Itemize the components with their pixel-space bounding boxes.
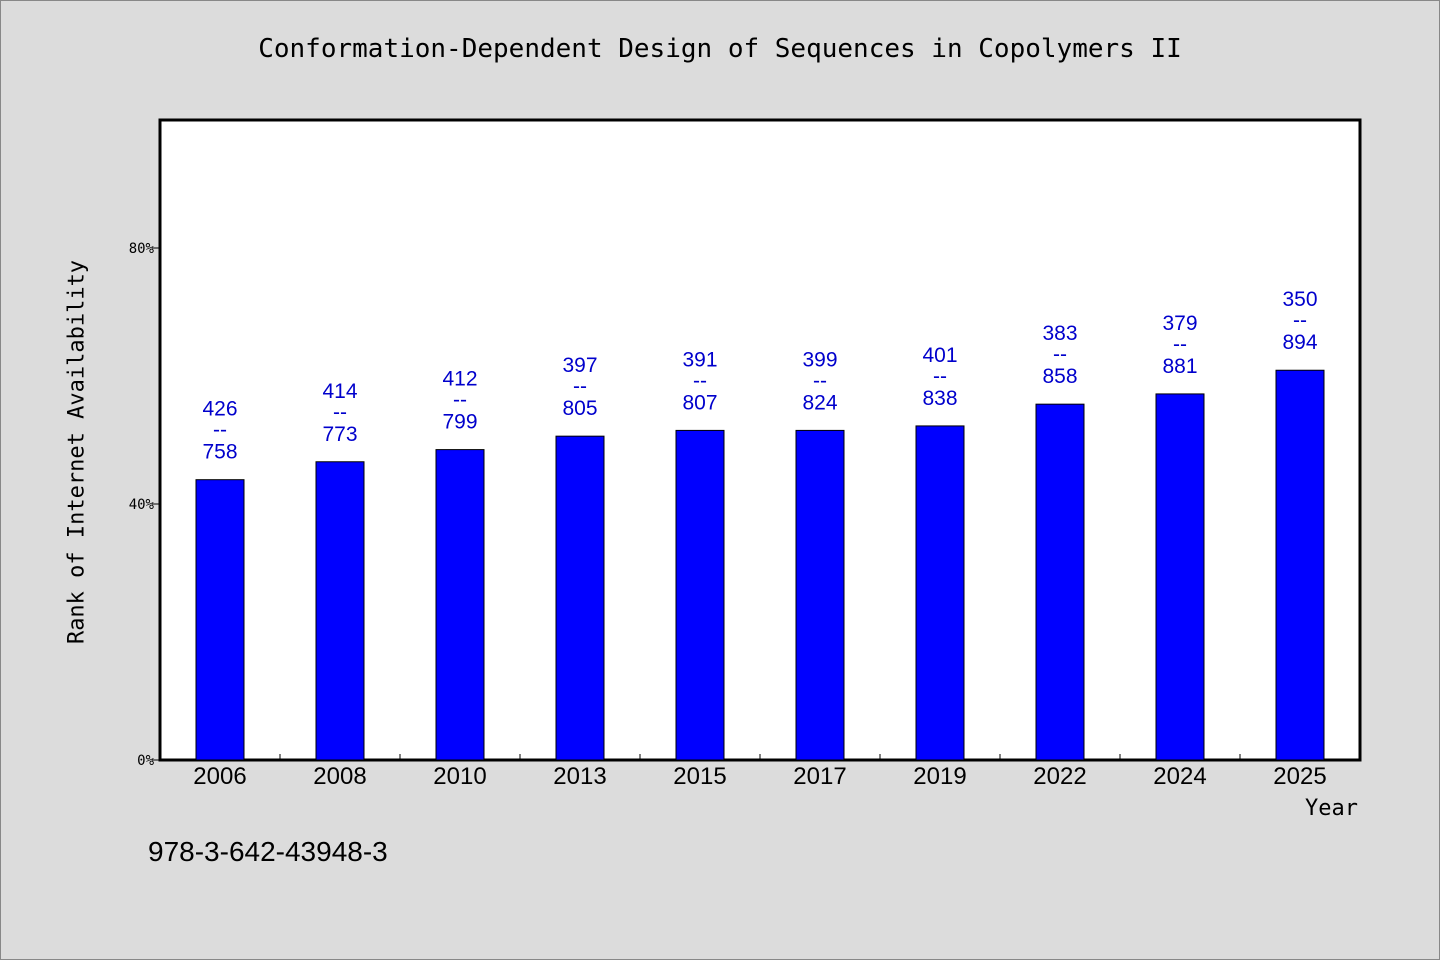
bar [195, 479, 245, 761]
bar-label-bottom: 894 [1282, 331, 1317, 354]
x-tick-label: 2015 [673, 763, 726, 790]
x-tick-label: 2010 [433, 763, 486, 790]
bar [1035, 403, 1085, 761]
bar [435, 449, 485, 761]
bar-label-bottom: 807 [682, 391, 717, 414]
bar-label-separator: -- [693, 369, 707, 392]
bar-label-separator: -- [1053, 343, 1067, 366]
bar-label-bottom: 824 [802, 391, 837, 414]
bar-label-top: 426 [202, 398, 237, 421]
bar [555, 435, 605, 761]
bar-label-bottom: 773 [322, 423, 357, 446]
bar-label-top: 350 [1282, 288, 1317, 311]
chart-title: Conformation-Dependent Design of Sequenc… [258, 34, 1182, 64]
y-tick-label: 40% [129, 497, 155, 513]
x-tick-label: 2019 [913, 763, 966, 790]
bar [1155, 393, 1205, 761]
bar-label-bottom: 838 [922, 387, 957, 410]
x-axis-label: Year [1305, 796, 1358, 821]
bar-label-separator: -- [1173, 333, 1187, 356]
x-tick-label: 2025 [1273, 763, 1326, 790]
bar-label-separator: -- [933, 365, 947, 388]
isbn-footnote: 978-3-642-43948-3 [148, 836, 388, 867]
bar-label-top: 379 [1162, 312, 1197, 335]
bar-label-top: 412 [442, 368, 477, 391]
bar-label-separator: -- [333, 401, 347, 424]
bar [915, 425, 965, 761]
bar-label-bottom: 881 [1162, 355, 1197, 378]
bar [315, 461, 365, 761]
bar [675, 429, 725, 761]
bar [795, 429, 845, 761]
bar-label-separator: -- [573, 375, 587, 398]
bar-label-top: 401 [922, 344, 957, 367]
x-tick-label: 2008 [313, 763, 366, 790]
bar-label-top: 414 [322, 380, 357, 403]
y-tick-label: 0% [137, 753, 154, 769]
bar-label-bottom: 799 [442, 411, 477, 434]
x-tick-label: 2017 [793, 763, 846, 790]
x-tick-label: 2024 [1153, 763, 1206, 790]
bar-label-top: 383 [1042, 322, 1077, 345]
bar-label-top: 397 [562, 354, 597, 377]
bar [1275, 369, 1325, 761]
bar-label-top: 399 [802, 348, 837, 371]
y-tick-label: 80% [129, 241, 155, 257]
bar-label-top: 391 [682, 348, 717, 371]
x-tick-label: 2013 [553, 763, 606, 790]
bar-label-bottom: 758 [202, 441, 237, 464]
bar-label-separator: -- [1293, 309, 1307, 332]
x-tick-label: 2006 [193, 763, 246, 790]
bar-label-separator: -- [213, 419, 227, 442]
bar-label-separator: -- [813, 369, 827, 392]
bar-label-bottom: 805 [562, 397, 597, 420]
x-tick-label: 2022 [1033, 763, 1086, 790]
bar-label-bottom: 858 [1042, 365, 1077, 388]
bar-label-separator: -- [453, 389, 467, 412]
